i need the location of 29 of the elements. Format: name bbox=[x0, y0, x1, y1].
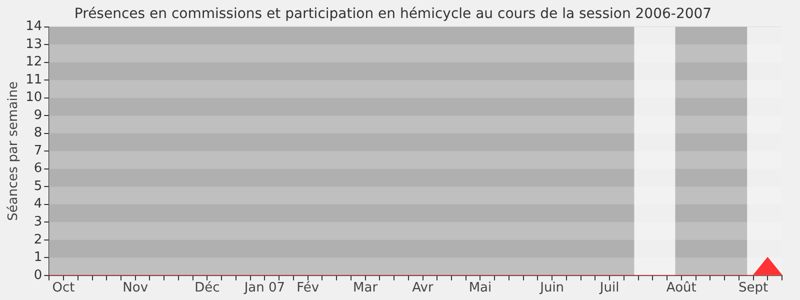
x-tick-label: Jan 07 bbox=[243, 280, 286, 296]
x-tick-label: Juil bbox=[598, 280, 620, 296]
x-tick-label: Sept bbox=[738, 280, 768, 296]
y-tick-label: 6 bbox=[34, 161, 42, 176]
x-tick-label: Avr bbox=[412, 280, 434, 296]
x-tick-label: Mar bbox=[353, 280, 378, 296]
y-tick-label: 8 bbox=[34, 126, 42, 141]
x-tick-label: Nov bbox=[122, 280, 148, 296]
chart-title: Présences en commissions et participation en hémicycle au cours de la session 2006-2007 bbox=[74, 6, 712, 22]
y-tick-label: 13 bbox=[26, 36, 42, 52]
y-tick-label: 12 bbox=[26, 54, 42, 70]
y-tick-label: 7 bbox=[34, 143, 42, 158]
y-tick-label: 4 bbox=[34, 196, 42, 212]
y-tick-label: 5 bbox=[34, 178, 42, 194]
y-tick-label: 14 bbox=[26, 19, 42, 34]
y-tick-label: 9 bbox=[34, 108, 42, 123]
x-tick-label: Déc bbox=[194, 280, 220, 296]
x-tick-label: Oct bbox=[52, 280, 75, 296]
y-tick-label: 11 bbox=[26, 72, 42, 88]
y-tick-label: 0 bbox=[34, 268, 42, 283]
x-tick-label: Juin bbox=[539, 280, 564, 296]
y-tick-label: 2 bbox=[34, 232, 42, 248]
y-tick-label: 1 bbox=[34, 250, 42, 266]
x-tick-label: Fév bbox=[296, 280, 320, 296]
x-tick-label: Mai bbox=[468, 280, 492, 296]
y-axis-title: Séances par semaine bbox=[6, 81, 22, 221]
y-tick-label: 10 bbox=[26, 90, 42, 106]
x-tick-label: Août bbox=[666, 280, 696, 296]
y-tick-label: 3 bbox=[34, 214, 42, 230]
